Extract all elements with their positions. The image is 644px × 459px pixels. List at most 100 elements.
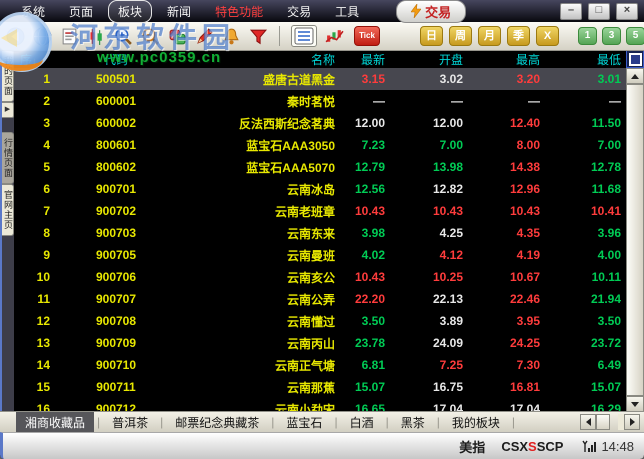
- kline-icon[interactable]: [325, 27, 344, 46]
- board-tab-3[interactable]: 蓝宝石: [286, 415, 323, 430]
- header-cell-0[interactable]: 序↓: [20, 52, 38, 67]
- name-cell: 蓝宝石AAA3050: [246, 138, 335, 153]
- status-bar: 美指 CSXSSCP 14:48: [0, 432, 644, 459]
- code-cell: 900702: [95, 204, 137, 218]
- quote-board-icon[interactable]: [291, 25, 317, 47]
- table-row[interactable]: 11 900707 云南公弄 22.20 22.13 22.46 21.94: [14, 288, 626, 310]
- table-row[interactable]: 6 900701 云南冰岛 12.56 12.82 12.96 11.68: [14, 178, 626, 200]
- menu-item-3[interactable]: 新闻: [167, 4, 192, 19]
- board-tab-1[interactable]: 普洱茶: [112, 415, 149, 430]
- panel-box-icon[interactable]: [626, 50, 644, 68]
- menu-item-1[interactable]: 页面: [69, 4, 94, 19]
- zoom-in-icon[interactable]: [114, 27, 133, 46]
- table-row[interactable]: 9 900705 云南曼班 4.02 4.12 4.19 4.00: [14, 244, 626, 266]
- table-row[interactable]: 14 900710 云南正气塘 6.81 7.25 7.30 6.49: [14, 354, 626, 376]
- table-row[interactable]: 5 800602 蓝宝石AAA5070 12.79 13.98 14.38 12.78: [14, 156, 626, 178]
- board-tab-2[interactable]: 邮票纪念典藏茶: [175, 415, 260, 430]
- hscroll-track[interactable]: [618, 414, 624, 430]
- value-cell: 7.00: [597, 138, 621, 152]
- header-cell-5[interactable]: 最高: [515, 52, 540, 67]
- board-tab-0[interactable]: 湘商收藏品: [16, 411, 95, 433]
- code-cell: 900701: [95, 182, 137, 196]
- minute-button-2[interactable]: 5: [626, 27, 644, 45]
- value-cell: 3.96: [597, 226, 621, 240]
- table-row[interactable]: 16 900712 云南小勐宋 16.65 17.04 17.04 16.29: [14, 398, 626, 412]
- name-cell: 云南懂过: [286, 314, 335, 329]
- header-cell-6[interactable]: 最低: [596, 52, 621, 67]
- header-cell-4[interactable]: 开盘: [438, 52, 463, 67]
- scrollbar-thumb[interactable]: [626, 84, 644, 396]
- minimize-button[interactable]: –: [560, 2, 582, 20]
- value-cell: 12.96: [509, 182, 540, 196]
- value-cell: 24.25: [509, 336, 540, 350]
- menu-item-0[interactable]: 系统: [21, 4, 46, 19]
- back-icon[interactable]: [6, 27, 25, 46]
- value-cell: 8.00: [516, 138, 540, 152]
- table-row[interactable]: 15 900711 云南那蕉 15.07 16.75 16.81 15.07: [14, 376, 626, 398]
- header-cell-2[interactable]: 名称: [310, 52, 335, 67]
- scroll-up-button[interactable]: [626, 68, 644, 84]
- table-row[interactable]: 1 500501 盛唐古道黑金 3.15 3.02 3.20 3.01: [14, 68, 626, 90]
- hscroll-thumb[interactable]: [596, 414, 610, 430]
- minute-button-1[interactable]: 3: [602, 27, 621, 45]
- period-button-4[interactable]: X: [536, 26, 559, 46]
- value-cell: 10.25: [432, 270, 463, 284]
- value-cell: 4.00: [597, 248, 621, 262]
- value-cell: 3.15: [361, 72, 385, 86]
- scroll-down-button[interactable]: [626, 396, 644, 412]
- value-cell: 10.43: [509, 204, 540, 218]
- menu-item-2[interactable]: 板块: [108, 0, 153, 23]
- table-row[interactable]: 12 900708 云南懂过 3.50 3.89 3.95 3.50: [14, 310, 626, 332]
- value-cell: 14.38: [509, 160, 540, 174]
- table-row[interactable]: 13 900709 云南丙山 23.78 24.09 24.25 23.72: [14, 332, 626, 354]
- board-tab-6[interactable]: 我的板块: [451, 415, 500, 430]
- period-button-3[interactable]: 季: [507, 26, 530, 46]
- seq-cell: 14: [36, 358, 50, 372]
- period-button-0[interactable]: 日: [420, 26, 443, 46]
- board-tab-5[interactable]: 黑茶: [400, 415, 425, 430]
- quick-trade-button[interactable]: 交易: [396, 0, 467, 23]
- value-cell: 3.02: [439, 72, 463, 86]
- table-row[interactable]: 8 900703 云南东来 3.98 4.25 4.35 3.96: [14, 222, 626, 244]
- bell-icon[interactable]: [222, 27, 241, 46]
- minute-button-0[interactable]: 1: [578, 27, 597, 45]
- value-cell: 10.43: [354, 270, 385, 284]
- candle-icon[interactable]: [87, 27, 106, 46]
- value-cell: —: [609, 94, 621, 108]
- code-cell: 800602: [95, 160, 137, 174]
- zoom-out-icon[interactable]: [141, 27, 160, 46]
- ticker-part: CSX: [501, 438, 529, 454]
- blocks-icon[interactable]: [168, 27, 187, 46]
- header-cell-1[interactable]: 代码: [103, 52, 128, 67]
- hscroll-right-button[interactable]: [624, 414, 640, 430]
- sidebar-tab-1[interactable]: 行情页面: [2, 132, 14, 184]
- sidebar-expand-arrow[interactable]: ▶: [2, 102, 14, 118]
- seq-cell: 15: [36, 380, 50, 394]
- close-button[interactable]: ×: [616, 2, 638, 20]
- table-row[interactable]: 3 600002 反法西斯纪念茗典 12.00 12.00 12.40 11.50: [14, 112, 626, 134]
- globe-icon[interactable]: [33, 27, 52, 46]
- table-row[interactable]: 4 800601 蓝宝石AAA3050 7.23 7.00 8.00 7.00: [14, 134, 626, 156]
- sidebar-tab-0[interactable]: 我的页面: [2, 50, 14, 102]
- table-row[interactable]: 7 900702 云南老班章 10.43 10.43 10.43 10.41: [14, 200, 626, 222]
- page-icon[interactable]: [60, 27, 79, 46]
- name-cell: 反法西斯纪念茗典: [238, 116, 335, 131]
- signal-icon: [582, 440, 597, 452]
- sidebar-tab-2[interactable]: 官网主页: [2, 184, 14, 236]
- menu-item-5[interactable]: 交易: [287, 4, 312, 19]
- code-cell: 600001: [95, 94, 137, 108]
- table-row[interactable]: 2 600001 秦时茗悦 — — — —: [14, 90, 626, 112]
- menu-item-4[interactable]: 特色功能: [215, 4, 264, 19]
- header-cell-3[interactable]: 最新: [360, 52, 385, 67]
- period-button-2[interactable]: 月: [478, 26, 501, 46]
- ticker-part: S: [528, 438, 537, 454]
- pencil-icon[interactable]: [195, 27, 214, 46]
- tick-period-button[interactable]: Tick: [354, 26, 380, 46]
- filter-icon[interactable]: [249, 27, 268, 46]
- hscroll-left-button[interactable]: [580, 414, 596, 430]
- board-tab-4[interactable]: 白酒: [349, 415, 374, 430]
- maximize-button[interactable]: □: [588, 2, 610, 20]
- period-button-1[interactable]: 周: [449, 26, 472, 46]
- menu-item-6[interactable]: 工具: [335, 4, 360, 19]
- table-row[interactable]: 10 900706 云南亥公 10.43 10.25 10.67 10.11: [14, 266, 626, 288]
